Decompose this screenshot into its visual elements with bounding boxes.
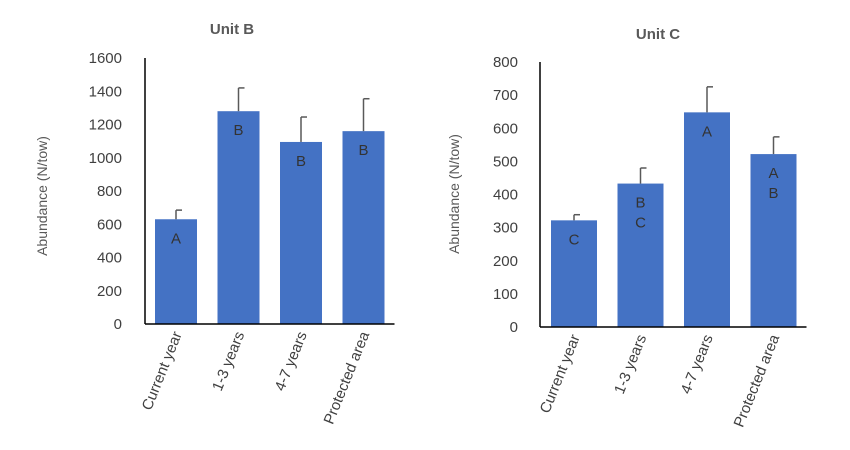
significance-letter: A bbox=[171, 230, 181, 247]
y-tick-label: 600 bbox=[97, 216, 122, 233]
x-tick-label: Protected area bbox=[731, 332, 784, 430]
significance-letter: C bbox=[569, 231, 580, 248]
y-tick-label: 600 bbox=[493, 120, 518, 137]
bar bbox=[217, 111, 260, 324]
y-tick-label: 800 bbox=[493, 54, 518, 71]
x-tick-label: 4-7 years bbox=[678, 332, 717, 396]
y-tick-label: 1200 bbox=[89, 117, 122, 134]
x-tick-label: Protected area bbox=[321, 329, 374, 427]
significance-letter: C bbox=[635, 215, 646, 232]
y-tick-label: 100 bbox=[493, 286, 518, 303]
y-tick-label: 300 bbox=[493, 220, 518, 237]
bar bbox=[684, 112, 730, 327]
chart-title: Unit C bbox=[636, 26, 680, 43]
significance-letter: B bbox=[768, 185, 778, 202]
significance-letter: B bbox=[233, 122, 243, 139]
significance-letter: B bbox=[296, 153, 306, 170]
bar bbox=[280, 141, 322, 324]
y-tick-label: 400 bbox=[493, 187, 518, 204]
y-tick-label: 400 bbox=[97, 250, 122, 267]
panel-unit-c: Unit C Abundance (N/tow) 0 100 200 300 400 50… bbox=[446, 26, 807, 430]
y-tick-label: 500 bbox=[493, 153, 518, 170]
bar bbox=[617, 183, 664, 327]
y-tick-label: 800 bbox=[97, 183, 122, 200]
bar bbox=[551, 220, 597, 327]
y-axis-label: Abundance (N/tow) bbox=[446, 134, 462, 254]
y-tick-label: 0 bbox=[114, 316, 122, 333]
significance-letter: B bbox=[635, 195, 645, 212]
y-tick-label: 700 bbox=[493, 87, 518, 104]
significance-letter: A bbox=[768, 165, 778, 182]
y-tick-label: 0 bbox=[510, 319, 518, 336]
bar bbox=[155, 219, 197, 324]
x-tick-label: 1-3 years bbox=[209, 329, 248, 393]
y-tick-label: 200 bbox=[97, 283, 122, 300]
x-tick-label: 4-7 years bbox=[272, 329, 311, 393]
y-axis-label: Abundance (N/tow) bbox=[34, 136, 50, 256]
y-tick-label: 1400 bbox=[89, 83, 122, 100]
x-tick-label: Current year bbox=[537, 332, 584, 416]
bar bbox=[342, 131, 385, 324]
x-tick-label: Current year bbox=[139, 329, 186, 413]
chart-title: Unit B bbox=[210, 21, 254, 38]
y-tick-label: 1600 bbox=[89, 50, 122, 67]
y-tick-label: 200 bbox=[493, 253, 518, 270]
significance-letter: A bbox=[702, 123, 712, 140]
significance-letter: B bbox=[358, 142, 368, 159]
x-tick-label: 1-3 years bbox=[611, 332, 650, 396]
panel-unit-b: Unit B Abundance (N/tow) 0 200 400 600 800 10… bbox=[34, 21, 395, 427]
bar bbox=[750, 154, 797, 327]
y-tick-label: 1000 bbox=[89, 150, 122, 167]
